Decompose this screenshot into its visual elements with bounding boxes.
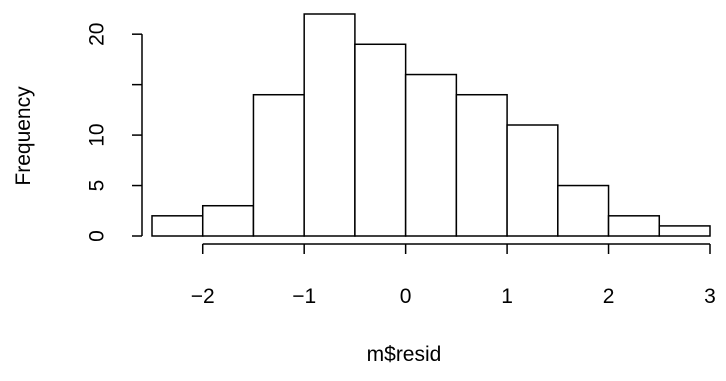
histogram-bar: [201, 204, 255, 237]
x-axis-title: m$resid: [367, 343, 442, 366]
histogram-bar: [151, 215, 204, 237]
y-tick-label: 10: [86, 123, 109, 146]
histogram-bar: [303, 13, 356, 237]
histogram-bar: [354, 43, 407, 237]
x-axis: −2 −1 0 1 2 3: [191, 243, 716, 308]
y-axis-title: Frequency: [12, 86, 35, 186]
histogram-bars: [151, 13, 711, 237]
y-axis: 0 5 10 20: [86, 23, 143, 242]
x-tick-label: 1: [501, 285, 513, 308]
x-tick-label: 2: [603, 285, 615, 308]
histogram-bar: [607, 215, 661, 237]
histogram-bar: [506, 124, 559, 237]
histogram-bar: [658, 225, 711, 237]
x-tick-label: 0: [400, 285, 412, 308]
y-tick-label: 0: [86, 230, 109, 242]
histogram-bar: [557, 184, 610, 237]
histogram-bar: [252, 93, 305, 237]
histogram-bar: [455, 93, 508, 237]
y-tick-label: 20: [86, 23, 109, 46]
y-tick-label: 5: [86, 180, 109, 192]
x-tick-label: −2: [191, 285, 215, 308]
x-tick-label: −1: [292, 285, 316, 308]
histogram-bar: [404, 73, 458, 237]
x-tick-label: 3: [704, 285, 716, 308]
